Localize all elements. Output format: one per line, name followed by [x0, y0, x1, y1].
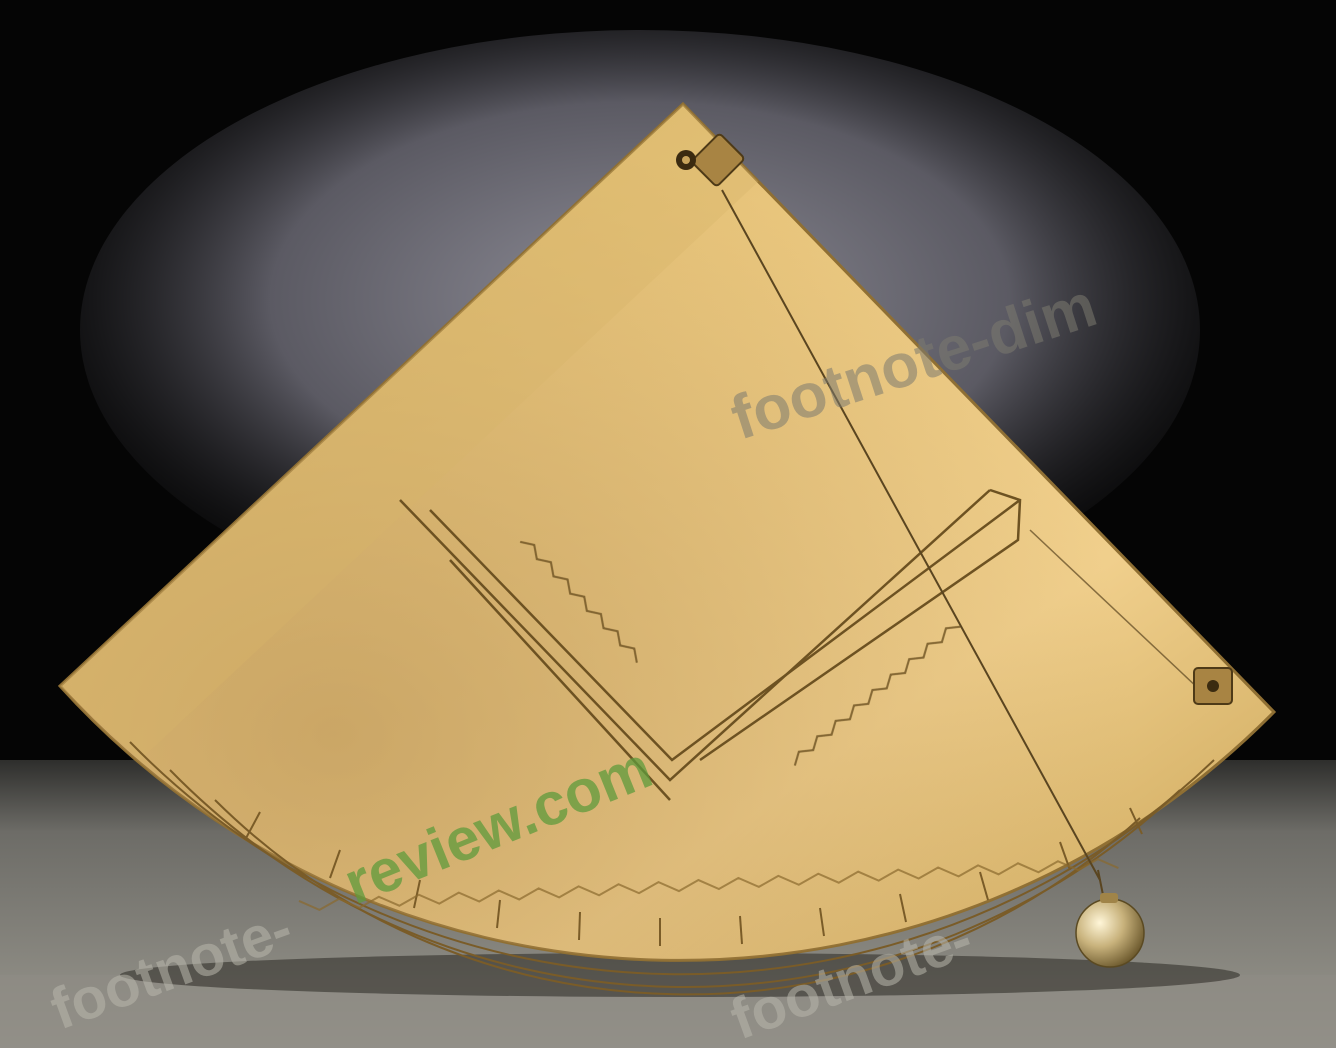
sight-vane-right — [1193, 667, 1233, 705]
shadow-square-lines — [399, 488, 1022, 801]
sight-vane-top — [676, 133, 745, 187]
plumb-bob — [1075, 869, 1145, 968]
degree-scale — [129, 741, 1215, 996]
plumb-line — [721, 189, 1101, 881]
scale-ticks — [244, 807, 1143, 946]
alidade-line — [1029, 529, 1201, 691]
engraved-band-arc — [298, 857, 1119, 912]
shadow-square-hatching — [519, 540, 961, 766]
